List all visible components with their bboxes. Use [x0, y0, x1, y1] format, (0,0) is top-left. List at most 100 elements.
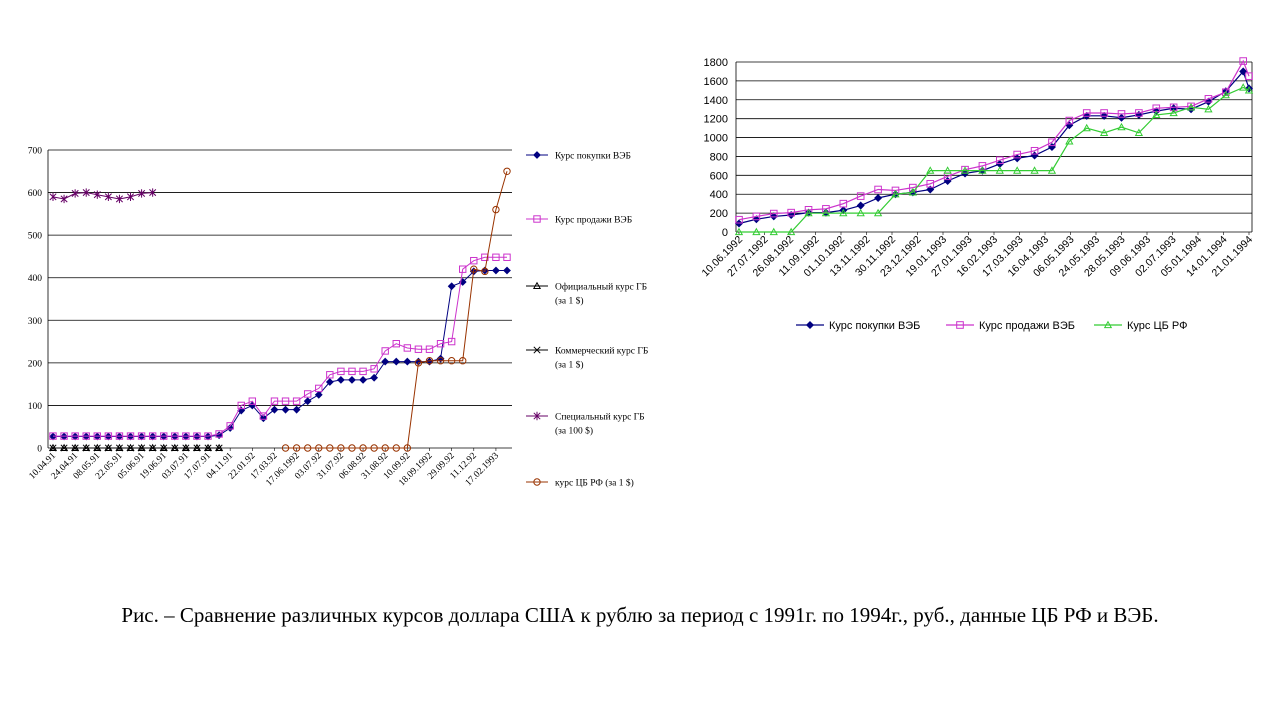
right-data-point	[822, 205, 830, 213]
right-data-point	[769, 227, 778, 236]
right-data-point	[1082, 123, 1091, 132]
left-data-point	[49, 432, 57, 440]
right-data-point	[804, 208, 813, 217]
right-data-point	[943, 176, 952, 186]
right-data-point	[1239, 67, 1248, 76]
left-y-tick-label: 200	[28, 359, 43, 369]
right-data-point	[1048, 138, 1056, 147]
left-data-point	[403, 344, 412, 352]
left-data-point	[104, 432, 113, 440]
right-data-point	[1030, 166, 1039, 174]
left-data-point	[436, 340, 445, 348]
left-data-point	[425, 345, 434, 353]
left-data-point	[115, 432, 124, 440]
right-data-point	[995, 166, 1004, 174]
left-legend-label: (за 1 $)	[555, 360, 584, 371]
left-data-point	[149, 188, 157, 197]
right-data-point	[787, 227, 796, 236]
left-data-point	[193, 444, 201, 452]
left-data-point	[82, 444, 90, 452]
left-legend-label: Курс покупки ВЭБ	[555, 152, 631, 162]
right-data-point	[1013, 166, 1022, 174]
left-data-point	[270, 397, 279, 405]
left-legend-marker	[533, 151, 541, 159]
left-data-point	[337, 444, 345, 452]
left-data-point	[370, 365, 378, 373]
left-data-point	[492, 253, 500, 261]
right-data-point	[1245, 72, 1253, 80]
left-series-3	[49, 444, 223, 452]
left-y-tick-label: 700	[28, 147, 43, 157]
right-data-point	[995, 156, 1004, 165]
right-data-point	[735, 215, 743, 224]
right-data-point	[908, 188, 918, 196]
right-data-point	[874, 185, 882, 194]
right-data-point	[1169, 108, 1178, 117]
right-data-point	[1099, 128, 1109, 136]
left-data-point	[359, 375, 367, 384]
right-legend-item: Курс продажи ВЭБ	[946, 320, 1075, 332]
left-y-tick-label: 600	[28, 189, 43, 199]
left-legend-item: Официальный курс ГБ (за 1 $)	[526, 282, 647, 307]
left-data-point	[138, 444, 146, 452]
left-data-point	[71, 444, 79, 452]
left-legend-marker	[532, 281, 542, 290]
left-data-point	[314, 390, 323, 399]
right-data-point	[1186, 103, 1196, 111]
right-legend-item: Курс покупки ВЭБ	[796, 320, 920, 332]
left-data-point	[171, 432, 179, 440]
right-series-2	[734, 83, 1254, 236]
left-data-point	[292, 444, 301, 452]
left-data-point	[115, 444, 123, 452]
left-data-point	[93, 190, 101, 199]
left-data-point	[215, 444, 223, 452]
right-y-tick-label: 600	[710, 170, 728, 182]
right-data-point	[891, 189, 900, 198]
left-data-point	[137, 432, 146, 440]
left-data-point	[392, 340, 400, 348]
right-data-point	[960, 166, 970, 174]
left-data-point	[348, 367, 356, 376]
right-legend-label: Курс ЦБ РФ	[1127, 320, 1187, 332]
left-series-4	[49, 188, 157, 204]
left-data-point	[160, 444, 168, 452]
right-legend-marker	[1103, 320, 1113, 329]
right-legend-marker	[805, 320, 815, 330]
right-data-point	[1082, 109, 1091, 117]
left-data-point	[503, 167, 511, 175]
left-data-point	[82, 188, 90, 197]
left-data-point	[359, 367, 367, 376]
right-data-point	[856, 192, 865, 200]
right-data-point	[752, 227, 761, 236]
left-data-point	[270, 405, 279, 414]
left-data-point	[348, 444, 356, 452]
left-data-point	[49, 444, 57, 452]
left-data-point	[259, 414, 268, 423]
right-data-point	[839, 208, 848, 217]
left-legend-item: курс ЦБ РФ (за 1 $)	[526, 478, 634, 489]
right-data-point	[1030, 146, 1039, 155]
right-data-point	[943, 166, 952, 174]
left-data-point	[492, 266, 500, 275]
right-data-point	[1239, 83, 1248, 91]
left-y-tick-label: 500	[28, 232, 43, 242]
left-data-point	[49, 192, 57, 202]
right-data-point	[1030, 151, 1039, 160]
left-data-point	[182, 444, 190, 452]
left-data-point	[160, 432, 168, 440]
left-data-point	[182, 432, 190, 440]
right-data-point	[1013, 150, 1021, 159]
right-y-tick-label: 800	[710, 151, 728, 163]
left-data-point	[392, 357, 401, 366]
left-data-point	[326, 444, 334, 452]
left-data-point	[281, 397, 290, 405]
left-data-point	[149, 444, 157, 452]
right-data-point	[1239, 57, 1248, 65]
right-series-line	[739, 86, 1250, 233]
left-data-point	[281, 444, 290, 452]
left-data-point	[226, 422, 234, 430]
left-data-point	[336, 375, 345, 384]
left-data-point	[248, 397, 257, 405]
